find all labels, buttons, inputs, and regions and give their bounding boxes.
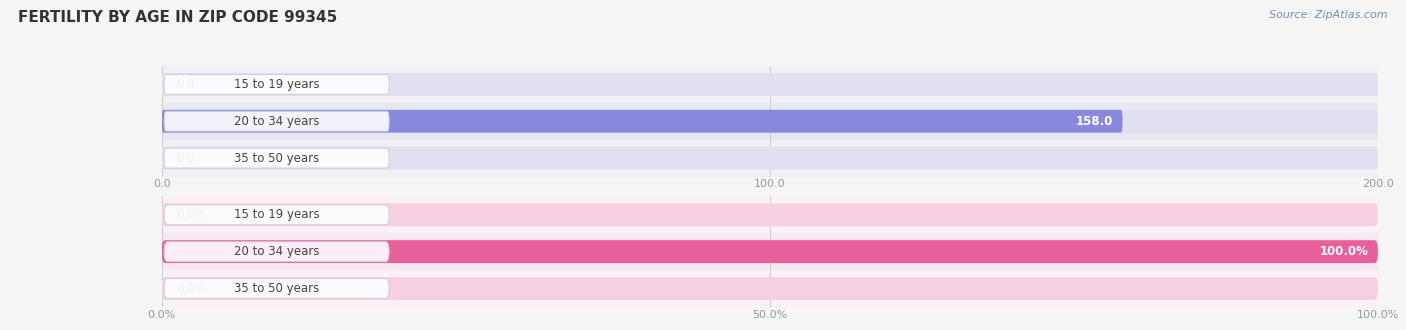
- FancyBboxPatch shape: [162, 73, 1378, 96]
- FancyBboxPatch shape: [165, 111, 389, 131]
- Text: 20 to 34 years: 20 to 34 years: [233, 245, 319, 258]
- FancyBboxPatch shape: [165, 148, 389, 168]
- Text: 0.0%: 0.0%: [176, 282, 205, 295]
- Bar: [162, 66, 1378, 103]
- FancyBboxPatch shape: [165, 75, 389, 94]
- Bar: [162, 233, 1378, 270]
- Bar: [162, 196, 1378, 233]
- Text: 0.0%: 0.0%: [176, 208, 205, 221]
- FancyBboxPatch shape: [162, 110, 1378, 133]
- Bar: [162, 140, 1378, 177]
- Text: Source: ZipAtlas.com: Source: ZipAtlas.com: [1270, 10, 1388, 20]
- Bar: [162, 103, 1378, 140]
- FancyBboxPatch shape: [162, 240, 1378, 263]
- FancyBboxPatch shape: [162, 277, 1378, 300]
- FancyBboxPatch shape: [162, 147, 1378, 170]
- FancyBboxPatch shape: [165, 279, 389, 298]
- FancyBboxPatch shape: [162, 240, 1378, 263]
- FancyBboxPatch shape: [162, 110, 1122, 133]
- FancyBboxPatch shape: [165, 242, 389, 262]
- Text: 0.0: 0.0: [176, 151, 195, 165]
- Text: 100.0%: 100.0%: [1319, 245, 1368, 258]
- FancyBboxPatch shape: [165, 205, 389, 225]
- Text: 15 to 19 years: 15 to 19 years: [233, 78, 319, 91]
- Text: 0.0: 0.0: [176, 78, 195, 91]
- Text: 35 to 50 years: 35 to 50 years: [233, 282, 319, 295]
- Text: 35 to 50 years: 35 to 50 years: [233, 151, 319, 165]
- Text: FERTILITY BY AGE IN ZIP CODE 99345: FERTILITY BY AGE IN ZIP CODE 99345: [18, 10, 337, 25]
- Text: 158.0: 158.0: [1076, 115, 1112, 128]
- FancyBboxPatch shape: [162, 203, 1378, 226]
- Text: 20 to 34 years: 20 to 34 years: [233, 115, 319, 128]
- Text: 15 to 19 years: 15 to 19 years: [233, 208, 319, 221]
- Bar: [162, 270, 1378, 307]
